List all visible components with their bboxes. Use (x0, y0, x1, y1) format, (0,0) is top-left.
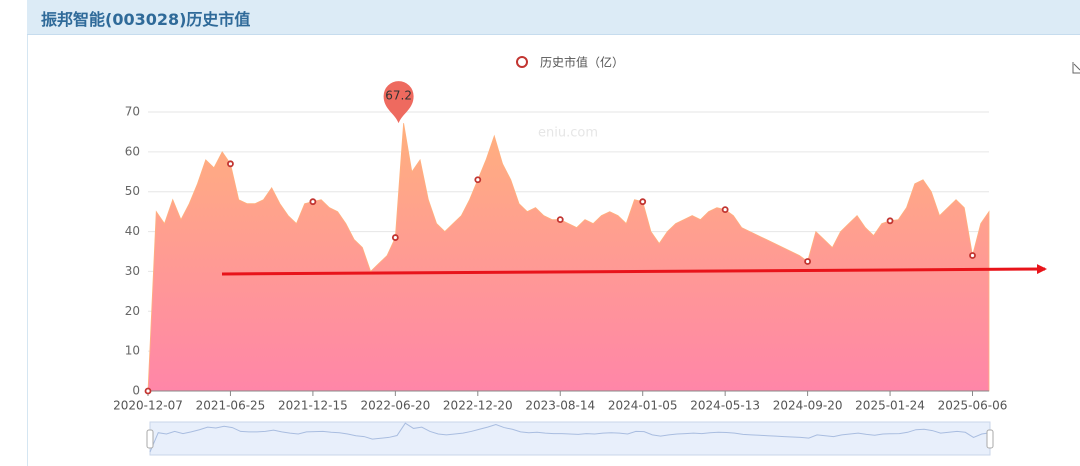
x-tick-label: 2021-06-25 (196, 399, 266, 413)
area (147, 123, 990, 392)
point-marker (969, 252, 976, 259)
x-tick-label: 2024-09-20 (773, 399, 843, 413)
page-title: 振邦智能(003028)历史市值 (41, 10, 251, 29)
point-marker (556, 216, 564, 224)
download-icon[interactable] (1072, 62, 1080, 74)
max-pin (383, 81, 414, 124)
y-tick-label: 70 (125, 105, 140, 119)
x-tick-label: 2021-12-15 (278, 399, 348, 413)
y-tick-label: 40 (125, 224, 140, 238)
point-marker (721, 206, 729, 214)
y-tick-label: 50 (125, 184, 140, 198)
point-marker (391, 234, 399, 241)
zoom-handle[interactable] (146, 429, 154, 449)
x-tick-label: 2024-05-13 (690, 399, 760, 413)
y-tick-label: 10 (125, 344, 140, 358)
point-marker (804, 258, 812, 265)
x-tick-label: 2022-12-20 (443, 399, 513, 413)
max-label: 67.2 (385, 89, 412, 103)
point-marker (227, 160, 234, 168)
legend-label: 历史市值（亿） (540, 55, 624, 70)
zoom-preview (149, 422, 991, 453)
x-tick-label: 2025-06-06 (938, 399, 1008, 413)
y-tick-label: 60 (125, 144, 140, 158)
x-tick-label: 2024-01-05 (608, 399, 678, 413)
x-tick-label: 2020-12-07 (113, 399, 183, 413)
y-tick-label: 30 (125, 264, 140, 278)
point-marker (886, 217, 894, 225)
x-tick-label: 2025-01-24 (855, 399, 925, 413)
frame-border (27, 35, 28, 466)
x-tick-label: 2023-08-14 (525, 399, 595, 413)
y-tick-label: 20 (125, 304, 140, 318)
zoom-handle[interactable] (986, 429, 994, 449)
watermark: eniu.com (538, 126, 598, 141)
point-marker (639, 198, 647, 206)
header: 振邦智能(003028)历史市值 (27, 0, 1080, 35)
y-tick-label: 0 (132, 384, 140, 398)
point-marker (144, 387, 152, 395)
zoom-track (149, 421, 991, 456)
point-marker (474, 176, 482, 184)
point-marker (309, 198, 317, 206)
legend-symbol (516, 56, 528, 68)
x-tick-label: 2022-06-20 (360, 399, 430, 413)
annotation-arrow (221, 264, 1047, 276)
